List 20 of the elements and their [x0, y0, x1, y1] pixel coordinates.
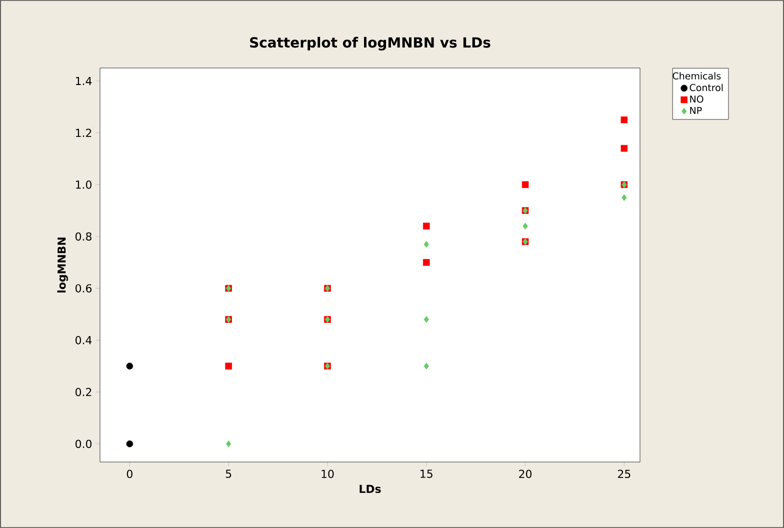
legend-label: Control	[690, 84, 723, 92]
x-axis-title: LDs	[360, 484, 381, 494]
y-tick-label: 1.0	[76, 180, 92, 189]
legend-label: NP	[690, 107, 702, 114]
y-tick-label: 1.4	[76, 76, 92, 85]
chart-title: Scatterplot of logMNBN vs LDs	[250, 36, 490, 51]
y-tick-label: 0.6	[76, 284, 92, 292]
y-tick-label: 1.2	[76, 128, 92, 137]
y-tick-label: 0.8	[76, 232, 92, 241]
x-tick-label: 10	[322, 470, 334, 478]
x-tick-label: 20	[519, 470, 532, 478]
legend-label: NO	[690, 96, 704, 103]
x-tick-label: 25	[618, 470, 630, 478]
y-tick-label: 0.0	[76, 440, 92, 448]
y-axis-title: logMNBN	[57, 238, 68, 292]
x-tick-label: 15	[420, 470, 432, 478]
x-tick-label: 5	[226, 470, 232, 478]
y-tick-label: 0.4	[76, 336, 92, 344]
y-tick-label: 0.2	[76, 388, 92, 396]
x-tick-label: 0	[126, 470, 132, 478]
